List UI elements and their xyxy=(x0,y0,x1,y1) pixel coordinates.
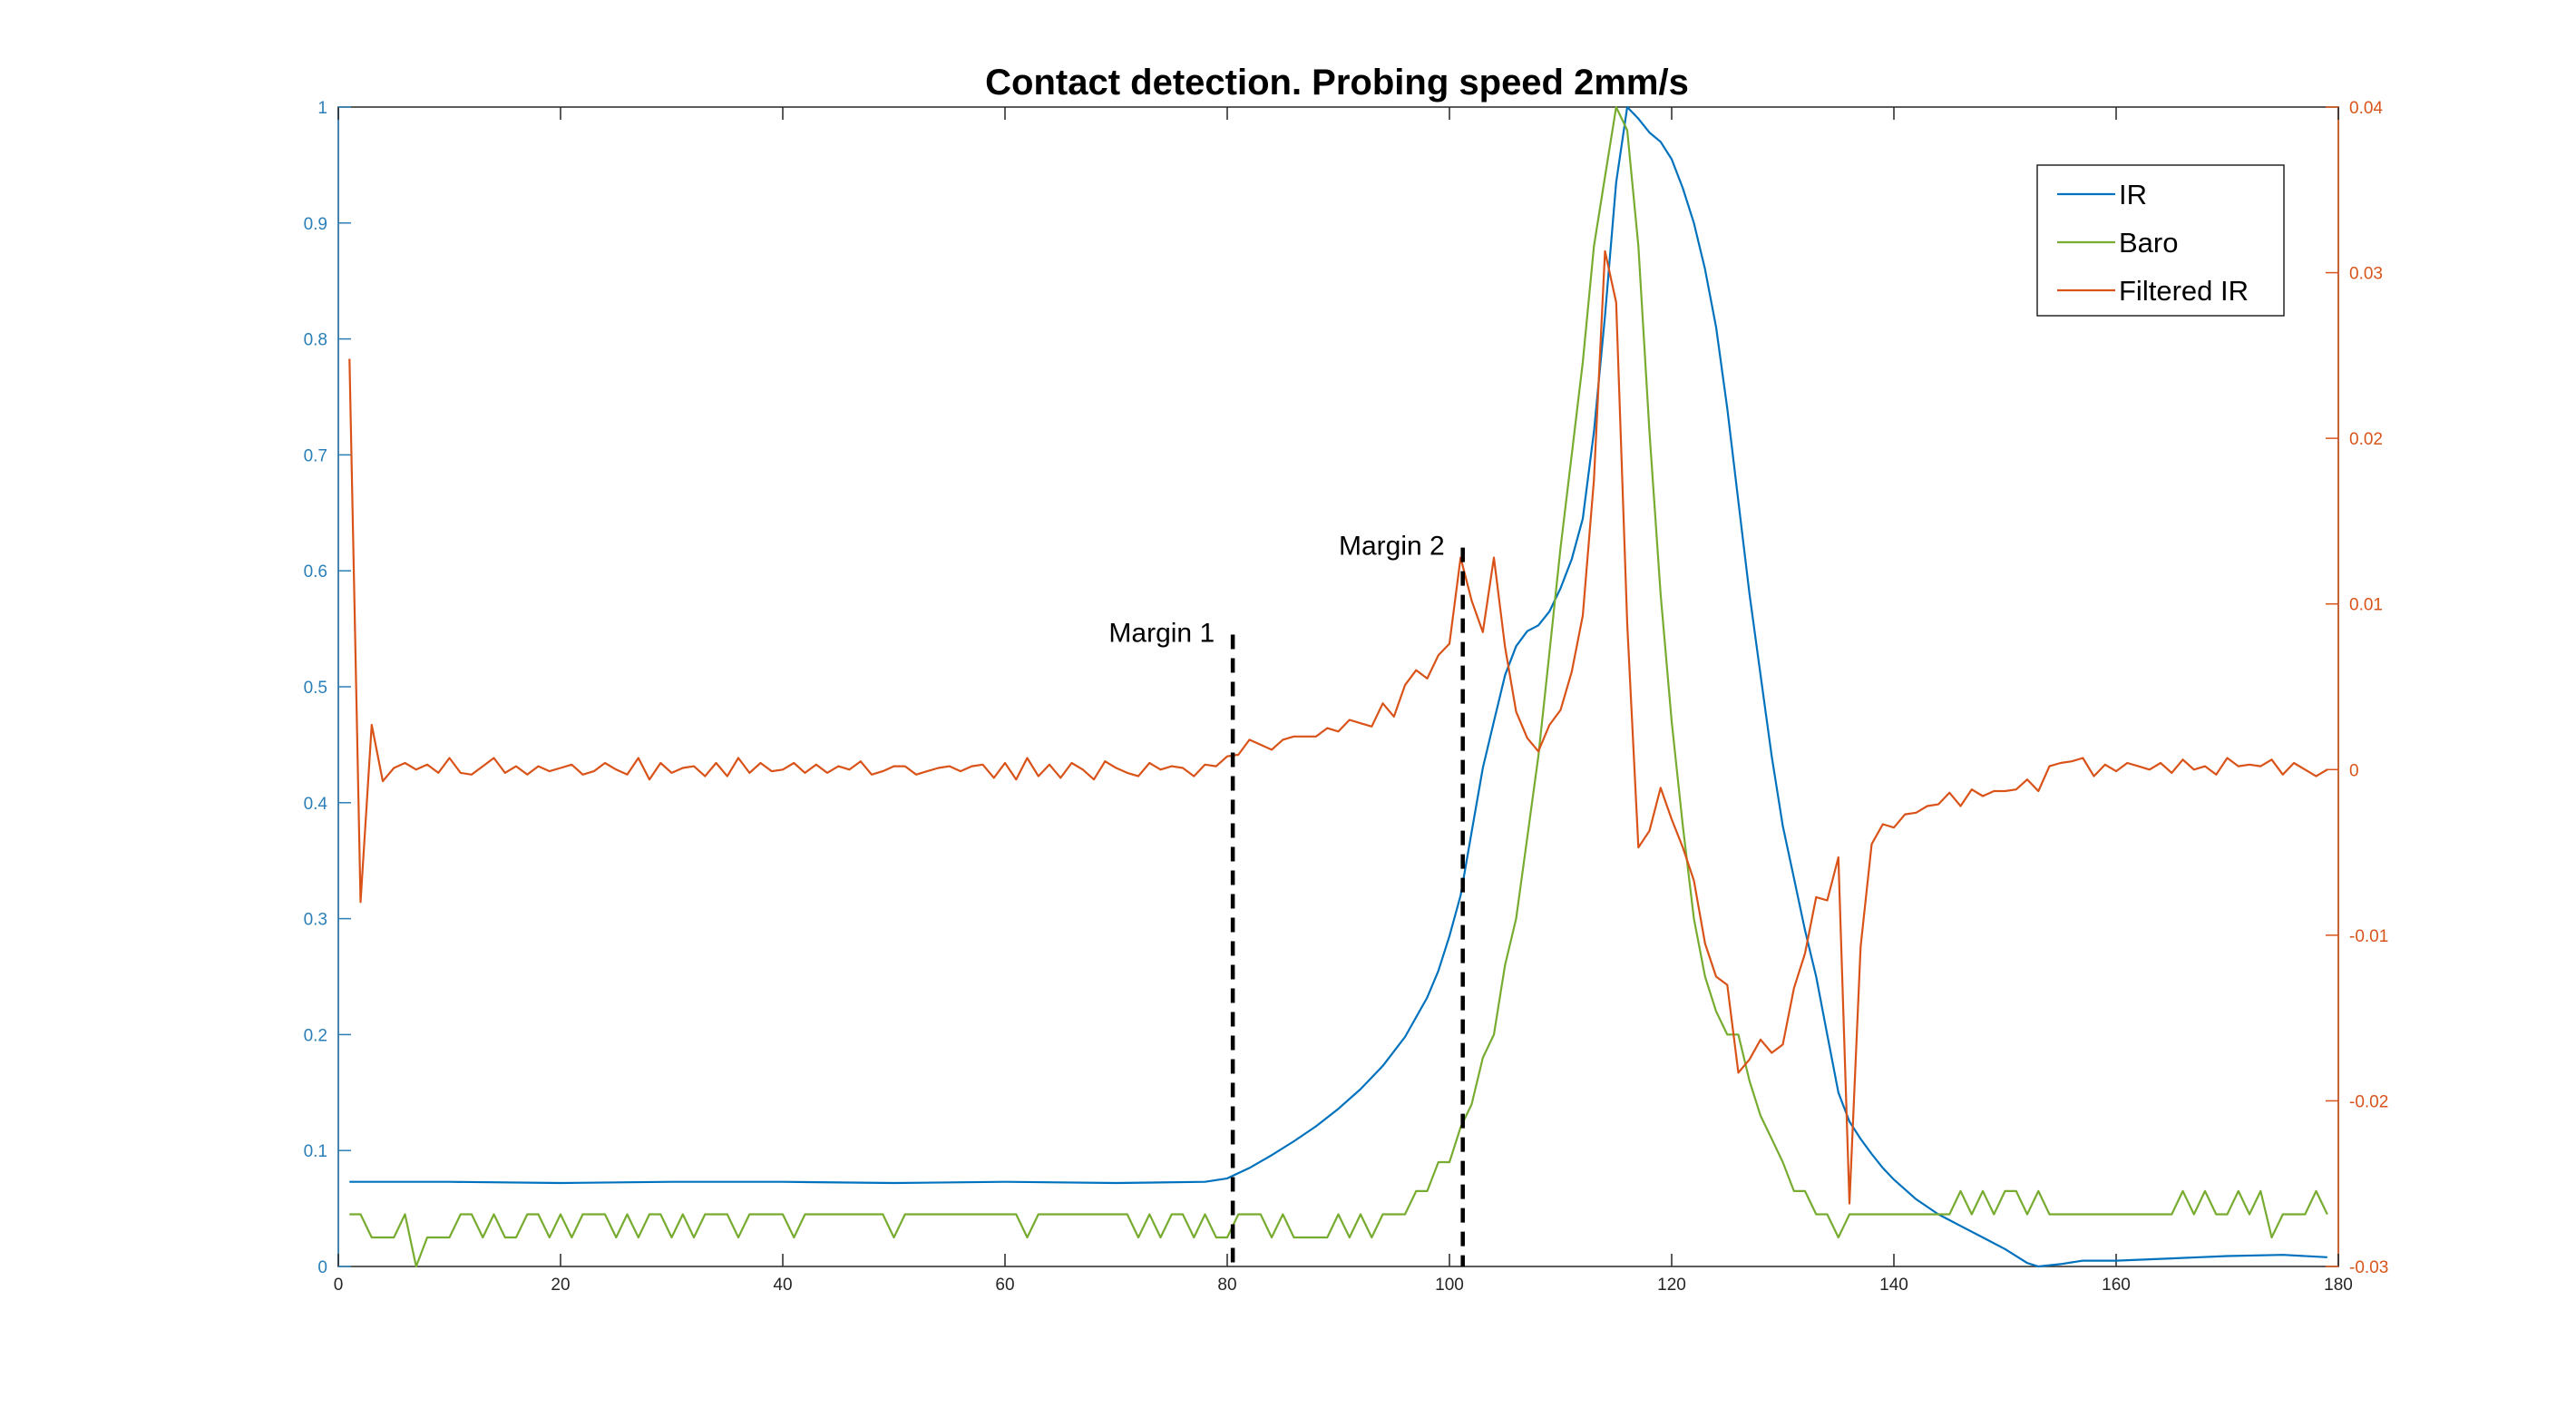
y-right-tick-label: 0.02 xyxy=(2349,430,2383,449)
x-tick-label: 60 xyxy=(995,1276,1014,1295)
x-tick-label: 80 xyxy=(1217,1276,1236,1295)
y-left-tick-label: 0.1 xyxy=(304,1142,327,1161)
y-left-tick-label: 0.2 xyxy=(304,1026,327,1045)
y-right-tick-label: -0.03 xyxy=(2349,1258,2388,1277)
y-right-tick-label: 0.04 xyxy=(2349,99,2383,118)
y-left-tick-label: 0.5 xyxy=(304,679,327,698)
legend-label: Baro xyxy=(2119,227,2178,259)
x-tick-label: 140 xyxy=(1879,1276,1908,1295)
x-tick-label: 120 xyxy=(1657,1276,1686,1295)
legend-label: Filtered IR xyxy=(2119,275,2249,307)
y-left-tick-label: 0.3 xyxy=(304,911,327,930)
y-left-tick-label: 1 xyxy=(317,99,327,118)
y-left-tick-label: 0.6 xyxy=(304,562,327,582)
margin-label: Margin 1 xyxy=(1108,618,1215,648)
series-line-baro xyxy=(349,105,2328,1268)
y-left-tick-label: 0.7 xyxy=(304,446,327,465)
y-right-tick-label: 0.01 xyxy=(2349,596,2383,615)
y-right-tick-label: -0.02 xyxy=(2349,1092,2388,1111)
series-line-ir xyxy=(349,105,2327,1268)
x-tick-label: 160 xyxy=(2102,1276,2131,1295)
y-left-tick-label: 0.4 xyxy=(304,795,328,814)
y-left-tick-label: 0.9 xyxy=(304,215,327,234)
x-tick-label: 0 xyxy=(334,1276,344,1295)
x-tick-label: 40 xyxy=(773,1276,792,1295)
y-left-tick-label: 0 xyxy=(317,1258,327,1277)
y-left-tick-label: 0.8 xyxy=(304,331,327,350)
legend-label: IR xyxy=(2119,179,2147,210)
y-right-tick-label: 0.03 xyxy=(2349,265,2383,284)
series-line-filtered-ir xyxy=(348,249,2328,1205)
margin-label: Margin 2 xyxy=(1339,532,1445,562)
x-tick-label: 20 xyxy=(551,1276,570,1295)
x-tick-label: 180 xyxy=(2324,1276,2353,1295)
legend: IR Baro Filtered IR xyxy=(2036,164,2285,317)
y-right-tick-label: 0 xyxy=(2349,761,2359,780)
x-tick-label: 100 xyxy=(1435,1276,1464,1295)
y-right-tick-label: -0.01 xyxy=(2349,927,2388,946)
chart-title: Contact detection. Probing speed 2mm/s xyxy=(985,63,1689,103)
